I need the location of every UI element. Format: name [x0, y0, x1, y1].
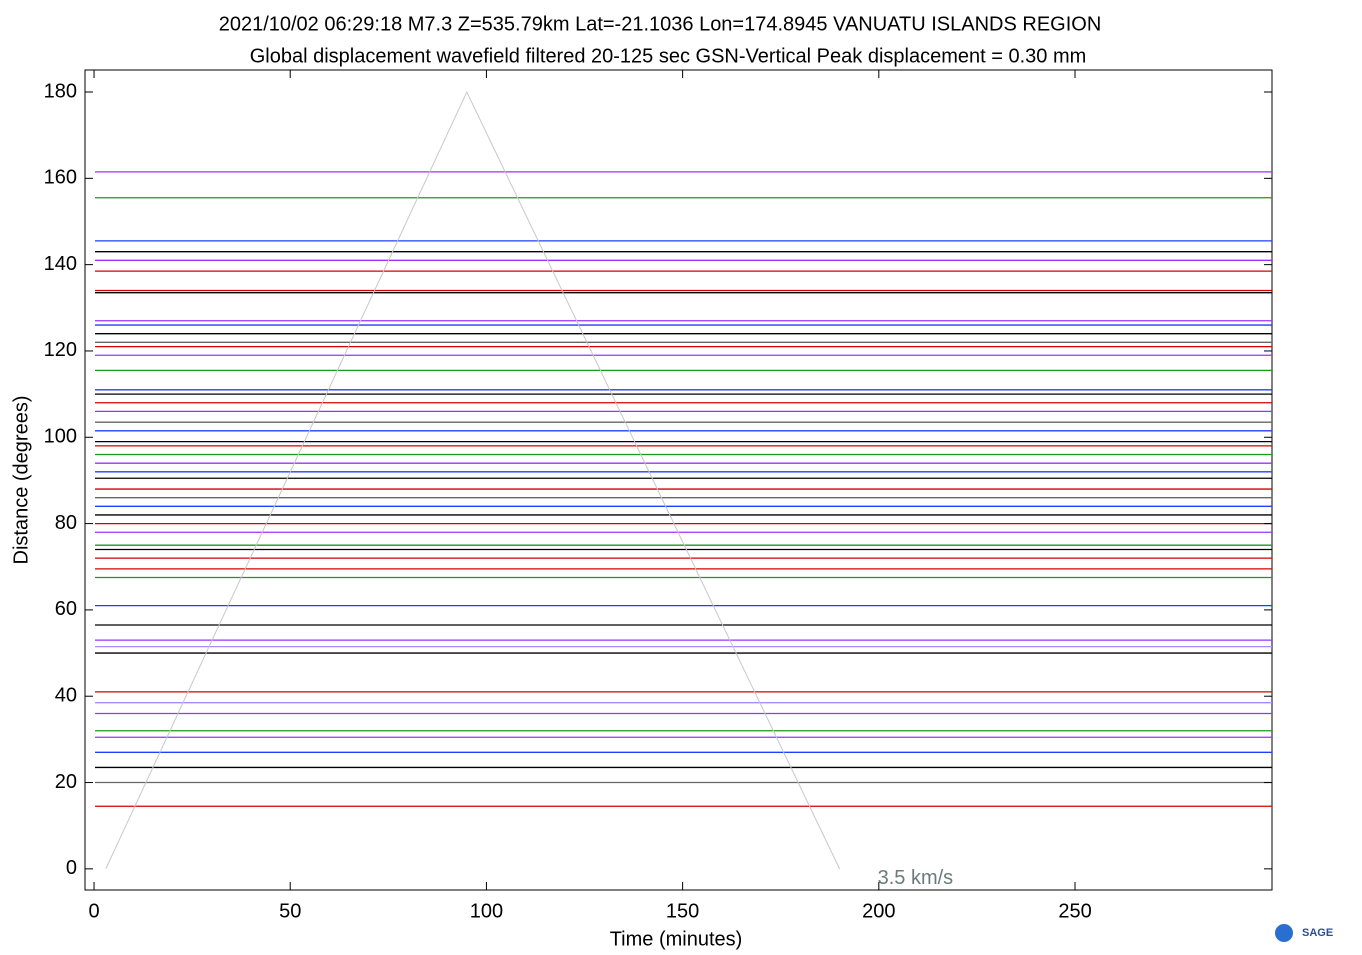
y-tick-label: 20: [55, 771, 77, 793]
y-axis-label: Distance (degrees): [10, 396, 32, 565]
chart-subtitle: Global displacement wavefield filtered 2…: [250, 45, 1087, 67]
y-tick-label: 140: [44, 253, 77, 275]
x-axis-label: Time (minutes): [610, 928, 743, 950]
y-tick-label: 180: [44, 80, 77, 102]
y-tick-label: 40: [55, 685, 77, 707]
x-tick-label: 250: [1058, 900, 1091, 922]
y-tick-label: 100: [44, 426, 77, 448]
chart-title: 2021/10/02 06:29:18 M7.3 Z=535.79km Lat=…: [219, 13, 1102, 35]
x-tick-label: 0: [88, 900, 99, 922]
x-tick-label: 50: [279, 900, 301, 922]
velocity-line: [105, 90, 841, 870]
velocity-label: 3.5 km/s: [878, 867, 954, 889]
y-tick-label: 0: [66, 857, 77, 879]
x-tick-label: 100: [470, 900, 503, 922]
x-tick-label: 150: [666, 900, 699, 922]
y-tick-label: 160: [44, 167, 77, 189]
logo-text: SAGE: [1302, 927, 1333, 939]
y-tick-label: 60: [55, 598, 77, 620]
plot-frame: [84, 69, 1273, 891]
x-tick-label: 200: [862, 900, 895, 922]
y-tick-label: 120: [44, 339, 77, 361]
logo-icon: [1275, 924, 1293, 942]
y-tick-label: 80: [55, 512, 77, 534]
